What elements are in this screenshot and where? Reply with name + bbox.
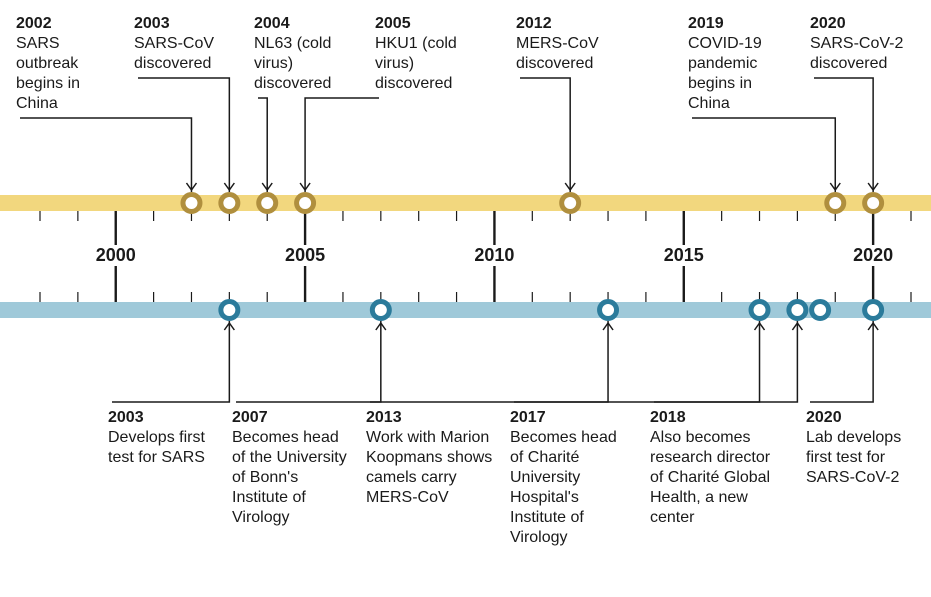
bottom-event-2003: 2003 Develops first test for SARS xyxy=(108,408,218,468)
event-text: COVID-19 pandemic begins in China xyxy=(688,35,762,112)
event-text: Work with Marion Koopmans shows camels c… xyxy=(366,429,492,506)
event-text: Becomes head of Charité University Hospi… xyxy=(510,429,617,546)
top-event-2019: 2019 COVID-19 pandemic begins in China xyxy=(688,14,798,114)
event-year: 2002 xyxy=(16,15,52,32)
axis-year-2005: 2005 xyxy=(279,245,331,266)
event-year: 2019 xyxy=(688,15,724,32)
axis-year-2015: 2015 xyxy=(658,245,710,266)
event-text: SARS-CoV-2 discovered xyxy=(810,35,903,72)
event-year: 2005 xyxy=(375,15,411,32)
event-year: 2018 xyxy=(650,409,686,426)
event-text: NL63 (cold virus) discovered xyxy=(254,35,331,92)
top-event-2002: 2002 SARS outbreak begins in China xyxy=(16,14,126,114)
event-text: Develops first test for SARS xyxy=(108,429,205,466)
event-year: 2017 xyxy=(510,409,546,426)
event-year: 2012 xyxy=(516,15,552,32)
event-year: 2003 xyxy=(108,409,144,426)
event-text: Becomes head of the University of Bonn's… xyxy=(232,429,347,526)
axis-year-2020: 2020 xyxy=(847,245,899,266)
bottom-event-2017: 2017 Becomes head of Charité University H… xyxy=(510,408,625,548)
top-event-2003: 2003 SARS-CoV discovered xyxy=(134,14,239,74)
event-year: 2020 xyxy=(806,409,842,426)
event-text: Also becomes research director of Charit… xyxy=(650,429,770,526)
top-event-2012: 2012 MERS-CoV discovered xyxy=(516,14,626,74)
top-event-2005: 2005 HKU1 (cold virus) discovered xyxy=(375,14,480,94)
event-text: HKU1 (cold virus) discovered xyxy=(375,35,457,92)
event-text: MERS-CoV discovered xyxy=(516,35,599,72)
bottom-event-2018: 2018 Also becomes research director of Ch… xyxy=(650,408,780,528)
event-year: 2013 xyxy=(366,409,402,426)
event-text: SARS outbreak begins in China xyxy=(16,35,80,112)
bottom-event-2007: 2007 Becomes head of the University of Bo… xyxy=(232,408,347,528)
top-event-2004: 2004 NL63 (cold virus) discovered xyxy=(254,14,359,94)
axis-year-2000: 2000 xyxy=(90,245,142,266)
axis-year-2010: 2010 xyxy=(468,245,520,266)
bottom-event-2020: 2020 Lab develops first test for SARS-CoV… xyxy=(806,408,906,488)
top-event-2020: 2020 SARS-CoV-2 discovered xyxy=(810,14,925,74)
event-year: 2004 xyxy=(254,15,290,32)
event-year: 2020 xyxy=(810,15,846,32)
bottom-event-2013: 2013 Work with Marion Koopmans shows came… xyxy=(366,408,494,508)
event-year: 2007 xyxy=(232,409,268,426)
event-text: SARS-CoV discovered xyxy=(134,35,214,72)
event-year: 2003 xyxy=(134,15,170,32)
event-text: Lab develops first test for SARS-CoV-2 xyxy=(806,429,901,486)
